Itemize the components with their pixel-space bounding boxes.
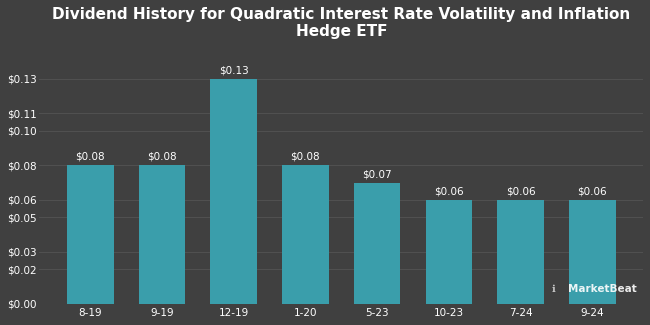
Text: ℹ: ℹ (552, 284, 556, 293)
Bar (211, 79, 257, 304)
Bar (138, 165, 185, 304)
Bar (497, 200, 544, 304)
Bar (426, 200, 472, 304)
Bar (569, 200, 616, 304)
Text: $0.08: $0.08 (291, 152, 320, 162)
Text: MarketBeat: MarketBeat (568, 284, 637, 293)
Title: Dividend History for Quadratic Interest Rate Volatility and Inflation
Hedge ETF: Dividend History for Quadratic Interest … (52, 7, 630, 39)
Text: $0.07: $0.07 (362, 169, 392, 179)
Text: $0.08: $0.08 (147, 152, 177, 162)
Bar (282, 165, 329, 304)
Text: $0.06: $0.06 (506, 187, 536, 197)
Text: $0.13: $0.13 (219, 65, 248, 75)
Text: $0.06: $0.06 (434, 187, 463, 197)
Bar (354, 183, 400, 304)
Text: $0.08: $0.08 (75, 152, 105, 162)
Text: $0.06: $0.06 (577, 187, 607, 197)
Bar (67, 165, 114, 304)
